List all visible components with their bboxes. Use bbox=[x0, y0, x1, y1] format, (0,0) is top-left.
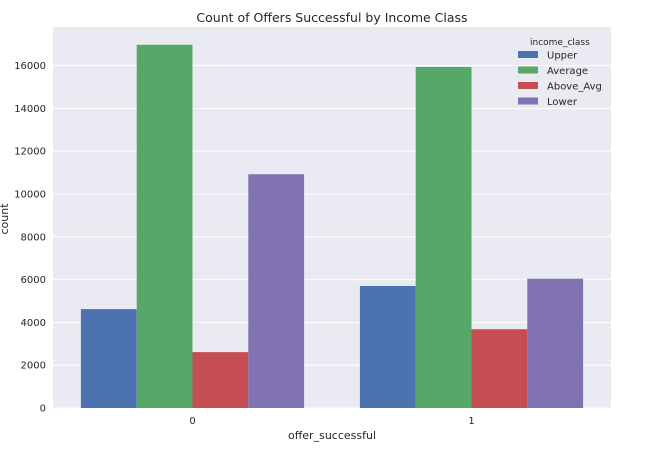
y-axis-ticks: 0 2000 4000 6000 8000 10000 12000 14000 16000 bbox=[14, 61, 46, 414]
legend-swatch-average bbox=[518, 66, 538, 74]
bar-lower-1 bbox=[527, 278, 584, 408]
bar-above_avg-1 bbox=[471, 329, 528, 408]
bar-average-1 bbox=[415, 67, 472, 409]
y-tick-label: 12000 bbox=[14, 147, 46, 158]
bar-lower-0 bbox=[248, 174, 305, 408]
bar-upper-0 bbox=[80, 309, 137, 408]
bars bbox=[80, 44, 584, 409]
bar-average-0 bbox=[136, 44, 193, 408]
legend-swatch-upper bbox=[518, 51, 538, 58]
legend-label-average: Average bbox=[547, 66, 588, 77]
legend: income_class Upper Average Above_Avg Lower bbox=[518, 38, 602, 108]
y-tick-label: 14000 bbox=[14, 104, 46, 115]
legend-title: income_class bbox=[530, 38, 590, 48]
y-tick-label: 10000 bbox=[14, 189, 46, 200]
y-tick-label: 16000 bbox=[14, 61, 46, 72]
chart-title: Count of Offers Successful by Income Cla… bbox=[196, 10, 467, 25]
legend-swatch-above_avg bbox=[518, 82, 538, 89]
y-tick-label: 8000 bbox=[21, 232, 46, 243]
x-axis-label: offer_successful bbox=[288, 429, 376, 442]
legend-label-upper: Upper bbox=[547, 51, 578, 62]
bar-upper-1 bbox=[359, 285, 416, 408]
y-tick-label: 2000 bbox=[21, 361, 46, 372]
x-tick-label: 0 bbox=[189, 416, 195, 427]
y-tick-label: 6000 bbox=[21, 275, 46, 286]
x-tick-label: 1 bbox=[468, 416, 474, 427]
y-axis-label: count bbox=[0, 203, 11, 235]
legend-label-lower: Lower bbox=[547, 97, 578, 108]
legend-label-above_avg: Above_Avg bbox=[547, 82, 602, 93]
y-tick-label: 0 bbox=[40, 404, 46, 415]
bar-above_avg-0 bbox=[192, 352, 249, 408]
legend-swatch-lower bbox=[518, 97, 538, 105]
y-tick-label: 4000 bbox=[21, 318, 46, 329]
